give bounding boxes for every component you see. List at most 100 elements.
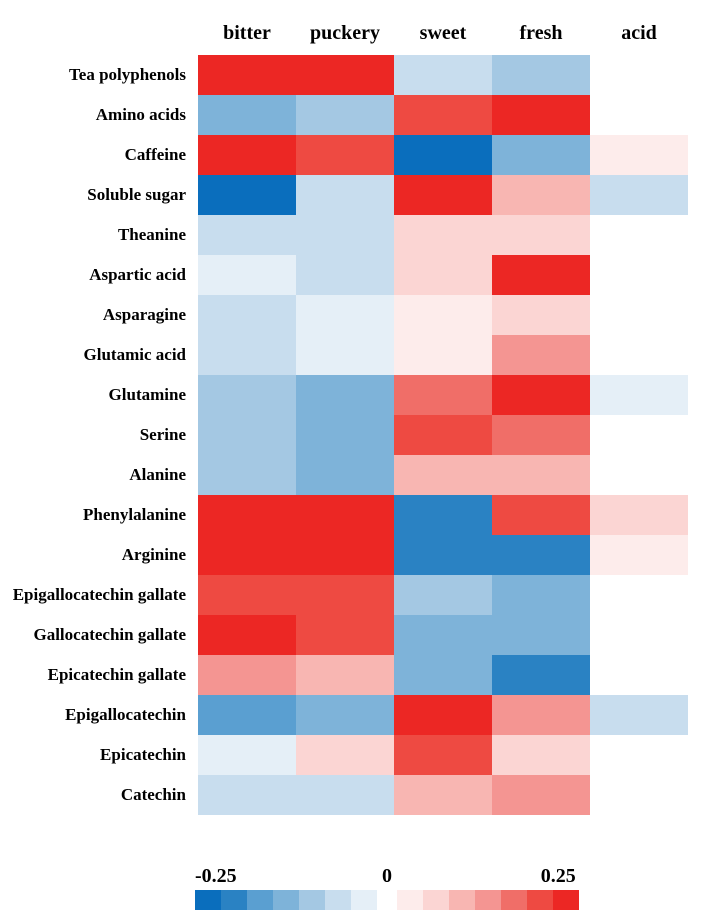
heatmap-cell (590, 95, 688, 135)
heatmap-cell (492, 655, 590, 695)
heatmap-row (198, 535, 688, 575)
heatmap-cell (296, 295, 394, 335)
heatmap-cell (590, 375, 688, 415)
heatmap-cell (590, 335, 688, 375)
row-label: Arginine (0, 535, 194, 575)
heatmap-cell (394, 295, 492, 335)
heatmap-cell (492, 295, 590, 335)
heatmap-cell (198, 495, 296, 535)
heatmap-cell (394, 655, 492, 695)
heatmap-row (198, 495, 688, 535)
heatmap-cell (296, 55, 394, 95)
heatmap-cell (394, 615, 492, 655)
heatmap-cell (394, 735, 492, 775)
heatmap-cell (198, 375, 296, 415)
heatmap-cell (198, 295, 296, 335)
legend-colorbar (195, 890, 579, 910)
heatmap-row (198, 615, 688, 655)
legend-segment (449, 890, 475, 910)
row-label: Serine (0, 415, 194, 455)
heatmap-cell (394, 55, 492, 95)
legend-segment (221, 890, 247, 910)
heatmap-cell (198, 255, 296, 295)
heatmap-cell (492, 95, 590, 135)
heatmap-cell (590, 255, 688, 295)
heatmap-cell (198, 55, 296, 95)
heatmap-figure: bitterpuckerysweetfreshacid Tea polyphen… (0, 0, 709, 916)
heatmap-cell (590, 495, 688, 535)
legend-tick: 0 (382, 865, 392, 888)
heatmap-cell (394, 495, 492, 535)
heatmap-cell (590, 735, 688, 775)
row-label: Glutamic acid (0, 335, 194, 375)
row-label: Gallocatechin gallate (0, 615, 194, 655)
heatmap-grid (198, 55, 688, 815)
heatmap-cell (296, 455, 394, 495)
heatmap-row (198, 55, 688, 95)
heatmap-row (198, 415, 688, 455)
heatmap-row (198, 135, 688, 175)
legend-segment (527, 890, 553, 910)
column-header: acid (590, 22, 688, 45)
column-header: bitter (198, 22, 296, 45)
heatmap-cell (590, 615, 688, 655)
heatmap-cell (394, 175, 492, 215)
heatmap-cell (492, 455, 590, 495)
heatmap-cell (296, 415, 394, 455)
heatmap-cell (296, 375, 394, 415)
heatmap-cell (590, 775, 688, 815)
row-label: Alanine (0, 455, 194, 495)
heatmap-row (198, 175, 688, 215)
heatmap-row (198, 775, 688, 815)
row-label: Glutamine (0, 375, 194, 415)
heatmap-cell (590, 695, 688, 735)
row-label: Epigallocatechin (0, 695, 194, 735)
heatmap-row (198, 215, 688, 255)
legend-segment (247, 890, 273, 910)
heatmap-cell (492, 415, 590, 455)
heatmap-cell (198, 175, 296, 215)
heatmap-cell (296, 575, 394, 615)
heatmap-cell (394, 95, 492, 135)
heatmap-cell (492, 735, 590, 775)
heatmap-row (198, 735, 688, 775)
heatmap-cell (590, 575, 688, 615)
heatmap-cell (492, 775, 590, 815)
row-label: Catechin (0, 775, 194, 815)
heatmap-cell (590, 415, 688, 455)
heatmap-cell (394, 255, 492, 295)
heatmap-cell (296, 535, 394, 575)
legend-segment (397, 890, 423, 910)
row-label: Asparagine (0, 295, 194, 335)
heatmap-cell (492, 175, 590, 215)
heatmap-cell (198, 615, 296, 655)
heatmap-cell (296, 695, 394, 735)
column-header: puckery (296, 22, 394, 45)
legend-segment (423, 890, 449, 910)
heatmap-cell (492, 335, 590, 375)
heatmap-cell (394, 775, 492, 815)
heatmap-row (198, 335, 688, 375)
heatmap-cell (296, 215, 394, 255)
column-header: fresh (492, 22, 590, 45)
heatmap-cell (394, 535, 492, 575)
heatmap-cell (198, 695, 296, 735)
heatmap-row (198, 95, 688, 135)
heatmap-cell (394, 415, 492, 455)
legend-segment (501, 890, 527, 910)
heatmap-cell (394, 215, 492, 255)
heatmap-cell (296, 655, 394, 695)
heatmap-cell (198, 655, 296, 695)
row-label: Epicatechin gallate (0, 655, 194, 695)
heatmap-cell (296, 335, 394, 375)
row-label: Epicatechin (0, 735, 194, 775)
heatmap-cell (590, 295, 688, 335)
heatmap-row (198, 375, 688, 415)
heatmap-cell (296, 255, 394, 295)
row-labels: Tea polyphenolsAmino acidsCaffeineSolubl… (0, 55, 194, 815)
heatmap-cell (590, 175, 688, 215)
legend-segment (325, 890, 351, 910)
legend-tick: -0.25 (195, 865, 237, 888)
heatmap-cell (492, 695, 590, 735)
heatmap-cell (492, 135, 590, 175)
